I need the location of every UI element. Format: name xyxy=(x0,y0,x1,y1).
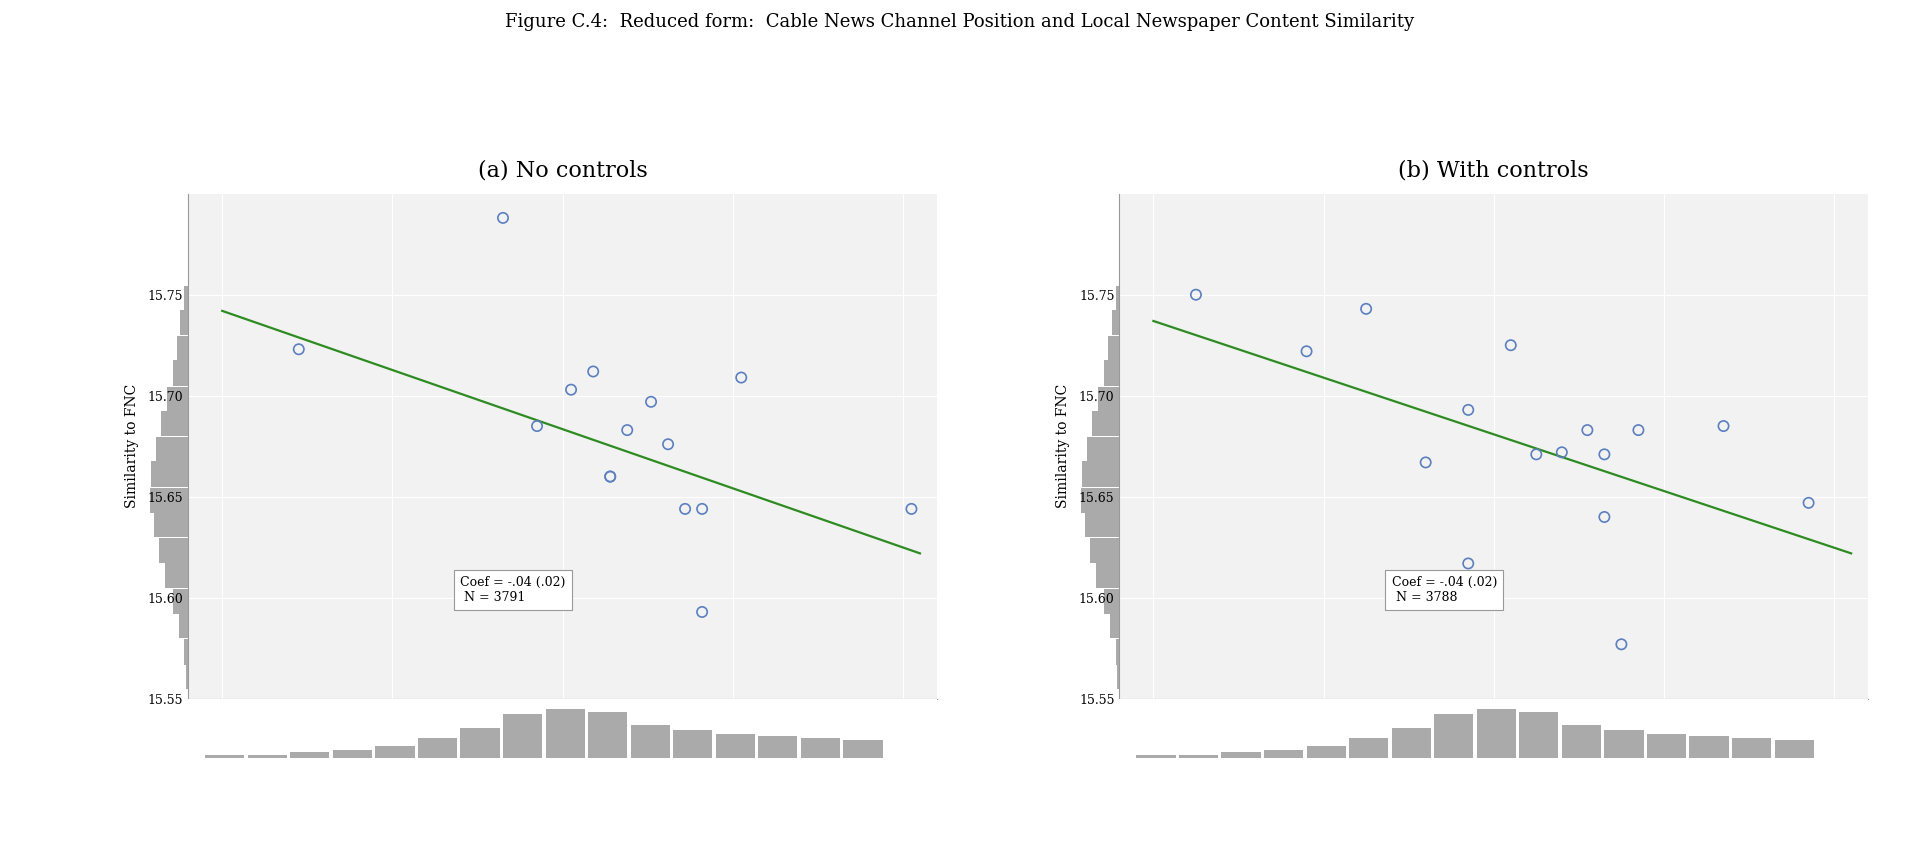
Title: (b) With controls: (b) With controls xyxy=(1398,160,1590,182)
Bar xyxy=(1087,437,1119,462)
Bar xyxy=(154,512,188,537)
Point xyxy=(636,395,666,408)
Bar xyxy=(1104,589,1119,614)
Point xyxy=(1181,288,1212,301)
Bar xyxy=(503,714,541,758)
Bar xyxy=(545,709,586,758)
Point xyxy=(670,502,701,515)
Bar xyxy=(332,750,372,758)
Point xyxy=(1572,424,1603,437)
Point xyxy=(1352,302,1382,316)
Bar xyxy=(1221,752,1261,758)
Text: Coef = -.04 (.02)
 N = 3791: Coef = -.04 (.02) N = 3791 xyxy=(461,576,566,604)
Point xyxy=(612,424,643,437)
Title: (a) No controls: (a) No controls xyxy=(478,160,647,182)
Bar xyxy=(1091,538,1119,563)
Bar xyxy=(843,740,883,758)
Point xyxy=(653,438,684,451)
Bar xyxy=(150,488,188,513)
Bar xyxy=(184,285,188,311)
Point xyxy=(1709,419,1740,433)
Bar xyxy=(184,639,188,664)
Bar xyxy=(165,562,188,588)
Point xyxy=(578,365,609,378)
Point xyxy=(595,470,626,483)
Bar xyxy=(167,386,188,412)
Point xyxy=(1453,403,1484,417)
Bar xyxy=(180,310,188,335)
Point xyxy=(1546,445,1576,459)
Bar xyxy=(461,727,499,758)
Bar xyxy=(1112,310,1119,335)
Text: Coef = -.04 (.02)
 N = 3788: Coef = -.04 (.02) N = 3788 xyxy=(1392,576,1498,604)
Bar xyxy=(1647,734,1686,758)
Y-axis label: Similarity to FNC: Similarity to FNC xyxy=(125,384,140,509)
Point xyxy=(1292,344,1323,358)
Point xyxy=(897,502,927,515)
Bar xyxy=(376,746,415,758)
Bar xyxy=(1690,736,1728,758)
Bar xyxy=(1098,386,1119,412)
Bar xyxy=(1083,461,1119,487)
Point xyxy=(1622,424,1653,437)
Bar xyxy=(1085,512,1119,537)
Bar xyxy=(152,461,188,487)
Bar xyxy=(248,754,286,758)
Bar xyxy=(1519,711,1559,758)
Point xyxy=(1793,496,1824,509)
Bar xyxy=(159,538,188,563)
Bar xyxy=(161,411,188,436)
Bar xyxy=(177,336,188,361)
Bar xyxy=(1732,738,1770,758)
Bar xyxy=(156,437,188,462)
Bar xyxy=(1092,411,1119,436)
Bar xyxy=(290,752,330,758)
Bar xyxy=(588,711,628,758)
Bar xyxy=(1117,663,1119,689)
Bar xyxy=(758,736,797,758)
Point xyxy=(488,211,518,225)
Bar xyxy=(1392,727,1430,758)
Point xyxy=(687,605,718,619)
Bar xyxy=(1434,714,1473,758)
Bar xyxy=(674,730,712,758)
Point xyxy=(726,370,756,384)
Text: Figure C.4:  Reduced form:  Cable News Channel Position and Local Newspaper Cont: Figure C.4: Reduced form: Cable News Cha… xyxy=(505,13,1415,30)
Bar xyxy=(1108,336,1119,361)
Bar xyxy=(1605,730,1644,758)
X-axis label: Position FNC-0.5(CNN+MSNBC): Position FNC-0.5(CNN+MSNBC) xyxy=(445,722,680,736)
Bar xyxy=(1104,360,1119,386)
Bar xyxy=(1096,562,1119,588)
Point xyxy=(522,419,553,433)
Bar xyxy=(1774,740,1814,758)
Bar xyxy=(801,738,839,758)
Point xyxy=(284,343,315,356)
Bar xyxy=(179,613,188,638)
Bar xyxy=(173,589,188,614)
Bar xyxy=(1263,750,1304,758)
Bar xyxy=(205,755,244,758)
Point xyxy=(595,470,626,483)
Bar xyxy=(1110,613,1119,638)
Bar xyxy=(716,734,755,758)
Point xyxy=(555,383,586,397)
Bar xyxy=(1476,709,1517,758)
Bar xyxy=(419,738,457,758)
Point xyxy=(1411,456,1442,469)
Bar xyxy=(1179,754,1217,758)
Bar xyxy=(1116,639,1119,664)
Point xyxy=(1605,637,1636,651)
Bar xyxy=(630,724,670,758)
Bar xyxy=(1081,488,1119,513)
Point xyxy=(1590,510,1620,524)
Bar xyxy=(1350,738,1388,758)
Point xyxy=(687,502,718,515)
Bar xyxy=(173,360,188,386)
X-axis label: Position FNC-0.5(CNN+MSNBC): Position FNC-0.5(CNN+MSNBC) xyxy=(1377,722,1611,736)
Point xyxy=(1521,448,1551,461)
Bar xyxy=(1561,724,1601,758)
Y-axis label: Similarity to FNC: Similarity to FNC xyxy=(1056,384,1071,509)
Bar xyxy=(186,663,188,689)
Bar xyxy=(1137,755,1175,758)
Point xyxy=(1590,448,1620,461)
